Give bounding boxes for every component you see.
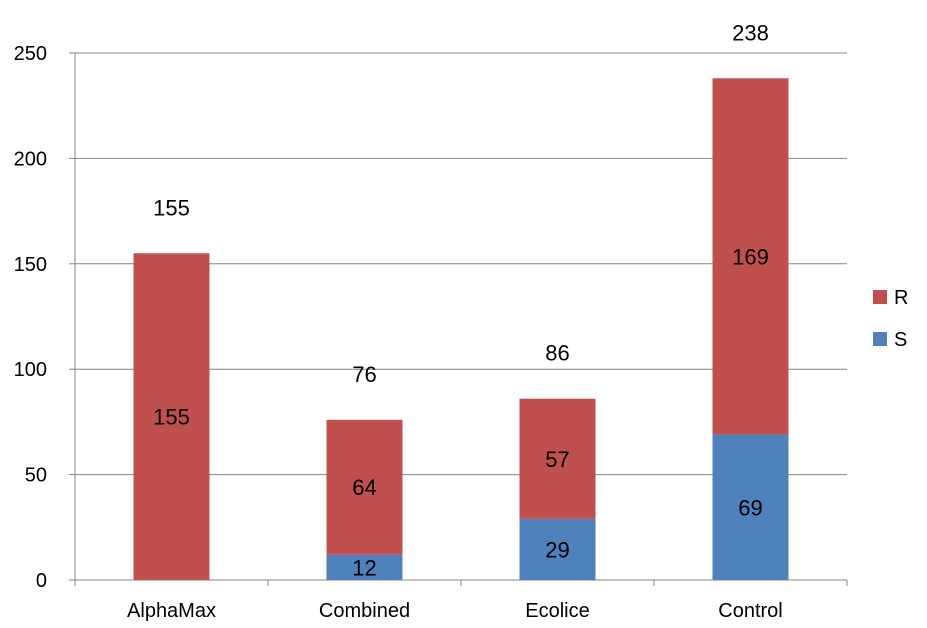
total-label: 155 bbox=[153, 195, 190, 220]
data-label-r: 169 bbox=[732, 244, 769, 269]
y-tick-label: 200 bbox=[14, 148, 47, 170]
x-tick-label: Control bbox=[718, 600, 782, 622]
y-tick-label: 0 bbox=[36, 570, 47, 592]
total-label: 86 bbox=[545, 341, 569, 366]
x-tick-label: Ecolice bbox=[525, 600, 589, 622]
data-label-s: 29 bbox=[545, 537, 569, 562]
legend-swatch-r bbox=[873, 290, 887, 304]
bar-r-alphamax bbox=[133, 253, 210, 580]
data-label-r: 64 bbox=[352, 475, 376, 500]
bar-r-combined bbox=[326, 419, 403, 555]
bar-s-combined bbox=[326, 554, 403, 580]
data-label-r: 57 bbox=[545, 447, 569, 472]
bar-s-ecolice bbox=[519, 518, 596, 580]
y-tick-label: 150 bbox=[14, 254, 47, 276]
data-label-r: 155 bbox=[153, 405, 190, 430]
total-label: 76 bbox=[352, 362, 376, 387]
data-label-s: 69 bbox=[738, 495, 762, 520]
x-tick-label: AlphaMax bbox=[127, 600, 216, 622]
legend-swatch-s bbox=[873, 332, 887, 346]
data-label-s: 12 bbox=[352, 555, 376, 580]
y-tick-label: 100 bbox=[14, 359, 47, 381]
x-tick-label: Combined bbox=[319, 600, 410, 622]
legend-label-r: R bbox=[894, 287, 908, 309]
total-label: 238 bbox=[732, 20, 769, 45]
y-tick-label: 250 bbox=[14, 43, 47, 65]
y-tick-label: 50 bbox=[25, 465, 47, 487]
bar-s-control bbox=[712, 434, 789, 580]
bar-r-control bbox=[712, 78, 789, 435]
legend-label-s: S bbox=[894, 329, 907, 351]
bar-r-ecolice bbox=[519, 398, 596, 519]
